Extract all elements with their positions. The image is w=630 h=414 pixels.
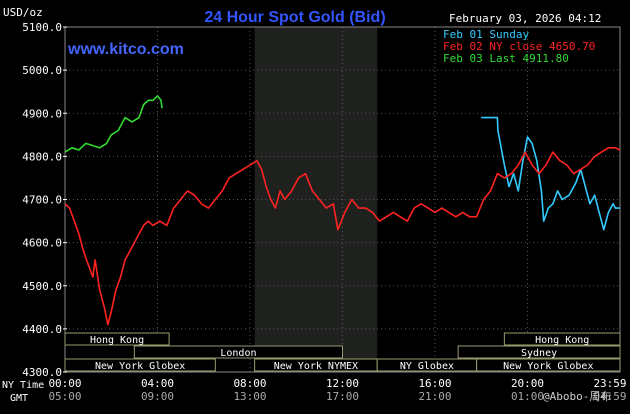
y-tick-label: 5100.0: [22, 21, 62, 34]
x-tick-label-ny: 08:00: [233, 377, 266, 390]
x-tick-label-ny: 20:00: [511, 377, 544, 390]
series-line-2: [64, 95, 163, 153]
legend-item-feb01: Feb 01 Sunday: [443, 28, 529, 41]
session-label: Hong Kong: [90, 335, 144, 346]
legend: Feb 01 Sunday Feb 02 NY close 4650.70 Fe…: [443, 28, 595, 65]
ny-time-row-label: NY Time: [2, 380, 44, 391]
nymex-session-band: [254, 27, 378, 372]
session-label: NY Globex: [400, 361, 454, 372]
y-tick-label: 4900.0: [22, 107, 62, 120]
x-tick-label-gmt: 04:59: [593, 390, 626, 403]
y-tick-label: 4700.0: [22, 194, 62, 207]
x-tick-label-gmt: 21:00: [418, 390, 451, 403]
session-box: [476, 358, 621, 372]
series-layer: [64, 95, 621, 326]
chart-title: 24 Hour Spot Gold (Bid): [204, 9, 385, 26]
x-axis-ticks: 00:00 04:00 08:00 12:00 16:00 20:00 23:59 05:00…: [48, 377, 626, 403]
y-tick-label: 4800.0: [22, 150, 62, 163]
series-line-0: [481, 116, 620, 231]
y-tick-label: 5000.0: [22, 64, 62, 77]
y-tick-label: 4600.0: [22, 237, 62, 250]
session-label: New York Globex: [503, 361, 593, 372]
session-box: [64, 358, 216, 372]
session-label: Hong Kong: [535, 335, 589, 346]
y-axis-unit: USD/oz: [3, 6, 43, 19]
session-box: [503, 332, 621, 346]
y-tick-label: 4300.0: [22, 366, 62, 379]
y-tick-label: 4400.0: [22, 323, 62, 336]
brand-label: www.kitco.com: [67, 41, 184, 58]
legend-item-feb03: Feb 03 Last 4911.80: [443, 52, 569, 65]
x-tick-label-ny: 12:00: [326, 377, 359, 390]
x-tick-label-ny: 23:59: [593, 377, 626, 390]
x-tick-label-gmt: 01:00: [511, 390, 544, 403]
session-label: London: [220, 348, 256, 359]
x-tick-label-ny: 16:00: [418, 377, 451, 390]
watermark: @Abobo-周布: [543, 390, 611, 403]
y-axis-ticks: 4300.0 4400.0 4500.0 4600.0 4700.0 4800.0 4900…: [22, 21, 67, 379]
session-label: New York NYMEX: [274, 361, 358, 372]
trading-sessions: Hong Kong Hong Kong London Sydney New York G…: [64, 332, 621, 372]
x-tick-label-gmt: 17:00: [326, 390, 359, 403]
session-label: Sydney: [521, 348, 557, 359]
series-line-1: [64, 147, 621, 326]
x-tick-label-ny: 00:00: [48, 377, 81, 390]
session-box: [133, 345, 343, 359]
session-box: [457, 345, 621, 359]
timestamp: February 03, 2026 04:12: [449, 12, 601, 25]
x-tick-label-gmt: 05:00: [48, 390, 81, 403]
session-box: [64, 332, 170, 346]
legend-item-feb02: Feb 02 NY close 4650.70: [443, 40, 595, 53]
gmt-row-label: GMT: [10, 393, 28, 404]
x-tick-label-ny: 04:00: [141, 377, 174, 390]
session-label: New York Globex: [95, 361, 185, 372]
y-tick-label: 4500.0: [22, 280, 62, 293]
x-tick-label-gmt: 13:00: [233, 390, 266, 403]
x-tick-label-gmt: 09:00: [141, 390, 174, 403]
